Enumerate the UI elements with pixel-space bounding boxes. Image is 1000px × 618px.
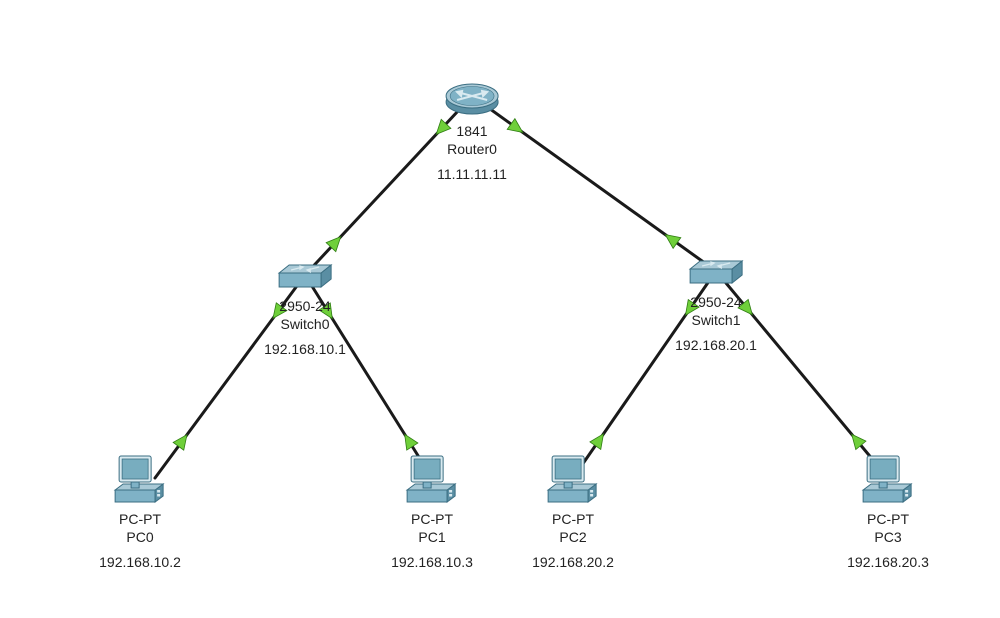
device-ip: 192.168.20.2 <box>532 554 614 572</box>
device-name: Switch1 <box>675 312 757 330</box>
pc-icon <box>99 450 181 509</box>
device-name: PC0 <box>99 529 181 547</box>
device-model: PC-PT <box>99 511 181 529</box>
device-ip: 192.168.10.1 <box>264 341 346 359</box>
link-status-arrow <box>399 431 418 450</box>
device-label: 1841Router0 <box>437 123 507 158</box>
link-status-arrow <box>847 430 866 450</box>
link-status-arrow <box>326 232 345 252</box>
ip-address: 192.168.10.3 <box>391 554 473 572</box>
router-icon <box>437 78 507 121</box>
device-ip: 192.168.10.2 <box>99 554 181 572</box>
pc-icon <box>391 450 473 509</box>
ip-address: 192.168.20.1 <box>675 337 757 355</box>
device-pc2[interactable]: PC-PTPC2 192.168.20.2 <box>532 450 614 572</box>
device-name: PC1 <box>391 529 473 547</box>
link-status-arrow <box>590 430 609 449</box>
ip-address: 192.168.10.2 <box>99 554 181 572</box>
device-pc0[interactable]: PC-PTPC0 192.168.10.2 <box>99 450 181 572</box>
device-pc1[interactable]: PC-PTPC1 192.168.10.3 <box>391 450 473 572</box>
device-name: Router0 <box>437 141 507 159</box>
device-name: Switch0 <box>264 316 346 334</box>
device-model: PC-PT <box>532 511 614 529</box>
device-label: 2950-24Switch1 <box>675 294 757 329</box>
device-name: PC3 <box>847 529 929 547</box>
switch-icon <box>675 257 757 292</box>
link-status-arrow <box>507 119 526 138</box>
ip-address: 192.168.10.1 <box>264 341 346 359</box>
ip-address: 192.168.20.3 <box>847 554 929 572</box>
device-router0[interactable]: 1841Router0 11.11.11.11 <box>437 78 507 184</box>
device-model: 2950-24 <box>675 294 757 312</box>
switch-icon <box>264 261 346 296</box>
device-label: PC-PTPC3 <box>847 511 929 546</box>
device-pc3[interactable]: PC-PTPC3 192.168.20.3 <box>847 450 929 572</box>
device-label: PC-PTPC2 <box>532 511 614 546</box>
link <box>472 96 716 271</box>
device-label: PC-PTPC1 <box>391 511 473 546</box>
device-model: 1841 <box>437 123 507 141</box>
network-topology-diagram: 1841Router011.11.11.11 2950-24Switch0192… <box>0 0 1000 618</box>
pc-icon <box>847 450 929 509</box>
device-switch0[interactable]: 2950-24Switch0 192.168.10.1 <box>264 261 346 359</box>
device-ip: 192.168.20.3 <box>847 554 929 572</box>
ip-address: 192.168.20.2 <box>532 554 614 572</box>
ip-address: 11.11.11.11 <box>437 166 507 184</box>
link-status-arrow <box>661 229 680 248</box>
device-model: 2950-24 <box>264 298 346 316</box>
device-ip: 192.168.20.1 <box>675 337 757 355</box>
pc-icon <box>532 450 614 509</box>
device-name: PC2 <box>532 529 614 547</box>
device-label: 2950-24Switch0 <box>264 298 346 333</box>
device-model: PC-PT <box>847 511 929 529</box>
device-switch1[interactable]: 2950-24Switch1 192.168.20.1 <box>675 257 757 355</box>
device-ip: 192.168.10.3 <box>391 554 473 572</box>
device-label: PC-PTPC0 <box>99 511 181 546</box>
device-ip: 11.11.11.11 <box>437 166 507 184</box>
link-status-arrow <box>173 431 192 450</box>
device-model: PC-PT <box>391 511 473 529</box>
